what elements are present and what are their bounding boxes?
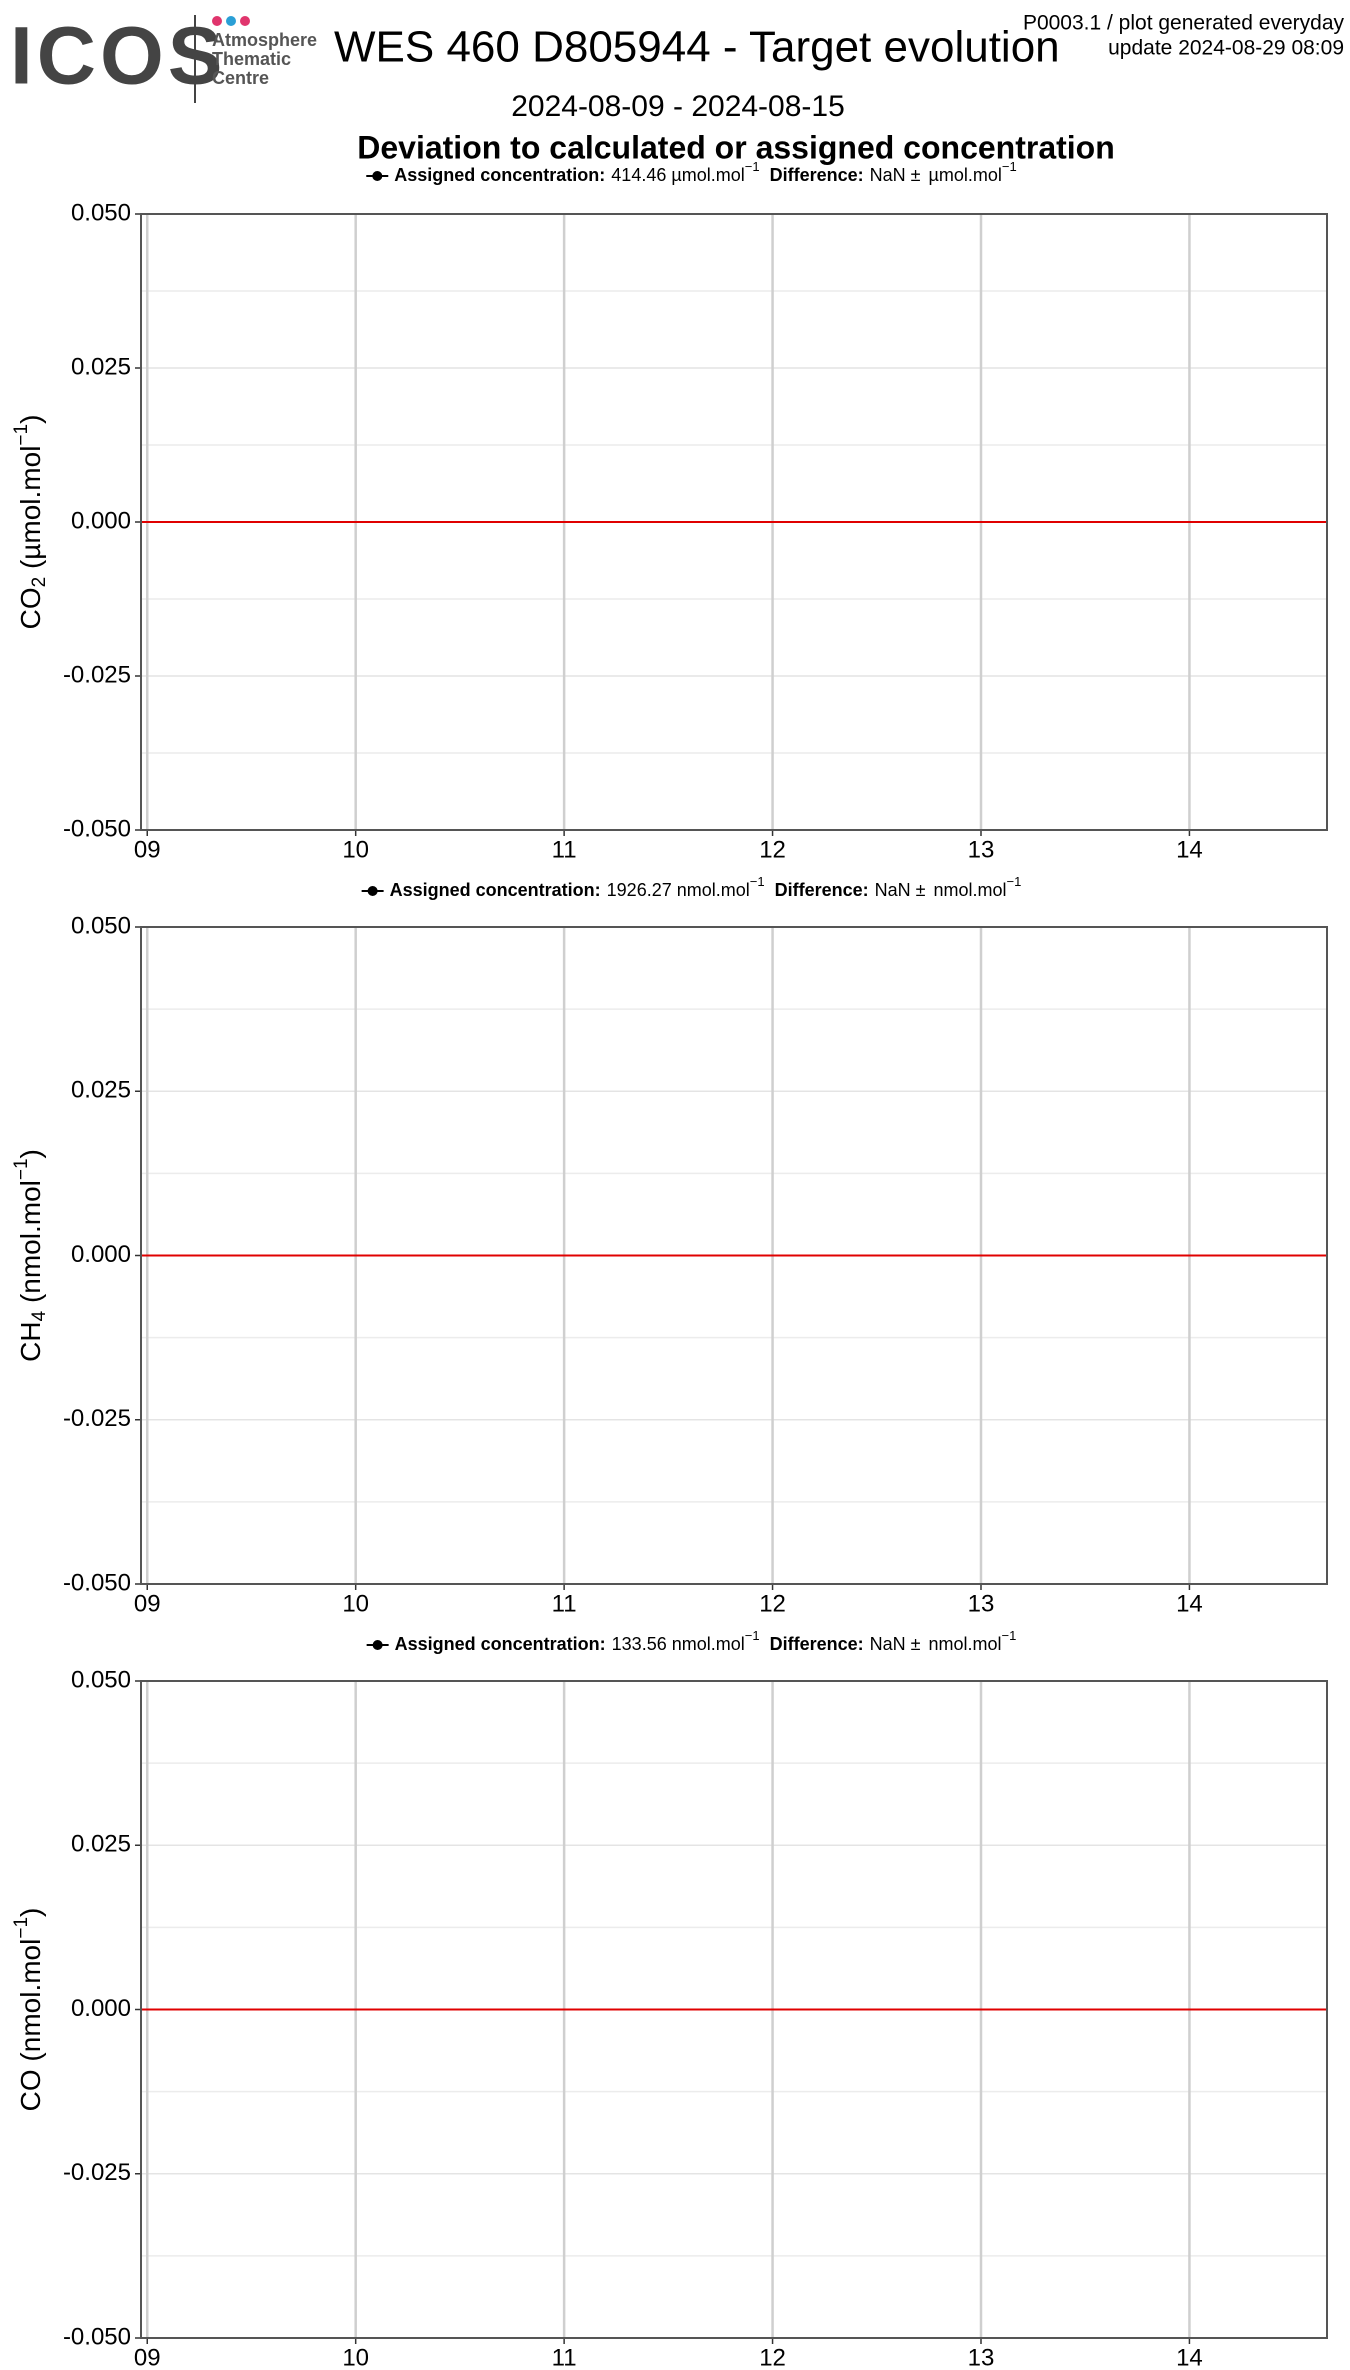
legend-unit: nmol.mol bbox=[677, 880, 750, 900]
legend-diff-value: NaN ± bbox=[870, 1634, 921, 1654]
legend-key-dot bbox=[372, 171, 383, 181]
legend-exponent: −1 bbox=[745, 159, 760, 174]
y-tick-label: 0.050 bbox=[71, 199, 131, 226]
y-tick-label: -0.025 bbox=[63, 1405, 131, 1432]
y-tick-label: 0.025 bbox=[71, 1831, 131, 1858]
y-label-sub: 2 bbox=[29, 577, 50, 588]
y-tick-label: 0.050 bbox=[71, 912, 131, 939]
y-tick-label: 0.025 bbox=[71, 353, 131, 380]
x-tick-label: 09 bbox=[134, 1590, 161, 1617]
y-label-species: CO bbox=[15, 2069, 46, 2111]
y-tick-label: 0.000 bbox=[71, 507, 131, 534]
y-tick-label: -0.025 bbox=[63, 2159, 131, 2186]
x-tick-label: 11 bbox=[552, 2344, 577, 2370]
logo-dot bbox=[240, 16, 250, 26]
y-tick-label: -0.050 bbox=[63, 815, 131, 842]
y-tick-label: -0.050 bbox=[63, 1569, 131, 1596]
y-label-species: CO bbox=[15, 587, 46, 629]
legend-label: Assigned concentration: bbox=[390, 880, 601, 900]
y-tick-label: 0.050 bbox=[71, 1666, 131, 1693]
y-label-unit: (nmol.mol bbox=[15, 1180, 46, 1311]
logo-line: Thematic bbox=[212, 49, 291, 69]
legend-diff-unit: nmol.mol bbox=[929, 1634, 1002, 1654]
note: P0003.1 / plot generated everyday bbox=[1023, 12, 1345, 35]
x-tick-label: 12 bbox=[759, 2344, 786, 2370]
title: WES 460 D805944 - Target evolution bbox=[334, 23, 1060, 72]
legend-exponent: −1 bbox=[745, 1628, 760, 1643]
period: 2024-08-09 - 2024-08-15 bbox=[511, 90, 845, 123]
y-axis-label: CO (nmol.mol−1) bbox=[11, 1908, 46, 2112]
y-label-unit: (nmol.mol bbox=[15, 1939, 46, 2070]
y-tick-label: -0.050 bbox=[63, 2323, 131, 2350]
plot-border bbox=[140, 1680, 1328, 2339]
y-label-sub: 4 bbox=[29, 1310, 50, 1321]
legend-value: 414.46 bbox=[611, 165, 666, 185]
x-tick-label: 13 bbox=[968, 836, 995, 863]
legend-key-dot bbox=[372, 1640, 383, 1650]
y-label-species: CH bbox=[15, 1321, 46, 1361]
y-tick-label: 0.025 bbox=[71, 1077, 131, 1104]
legend-exponent: −1 bbox=[750, 874, 765, 889]
x-tick-label: 11 bbox=[552, 1590, 577, 1617]
logo-line: Centre bbox=[212, 68, 269, 88]
y-label-sup: −1 bbox=[11, 1158, 32, 1180]
note: update 2024-08-29 08:09 bbox=[1108, 37, 1344, 60]
legend-key-dot bbox=[367, 886, 378, 896]
x-tick-label: 13 bbox=[968, 1590, 995, 1617]
y-label-sup: −1 bbox=[11, 1917, 32, 1939]
x-tick-label: 09 bbox=[134, 836, 161, 863]
plot-border bbox=[140, 926, 1328, 1585]
legend-diff-exponent: −1 bbox=[1002, 1628, 1017, 1643]
y-label-close: ) bbox=[15, 1149, 46, 1158]
legend-diff-label: Difference: bbox=[775, 880, 869, 900]
y-tick-label: -0.025 bbox=[63, 661, 131, 688]
legend-diff-exponent: −1 bbox=[1002, 159, 1017, 174]
y-label-sup: −1 bbox=[11, 424, 32, 446]
x-tick-label: 10 bbox=[342, 2344, 369, 2370]
x-tick-label: 12 bbox=[759, 836, 786, 863]
y-label-close: ) bbox=[15, 1908, 46, 1917]
x-tick-label: 14 bbox=[1176, 836, 1203, 863]
legend-label: Assigned concentration: bbox=[394, 165, 605, 185]
y-label-unit: (µmol.mol bbox=[15, 446, 46, 577]
logo: ICOS bbox=[10, 11, 226, 102]
y-tick-label: 0.000 bbox=[71, 1995, 131, 2022]
legend-text: Assigned concentration: 414.46 µmol.mol−1 D… bbox=[394, 159, 1016, 184]
legend-text: Assigned concentration: 1926.27 nmol.mol−1… bbox=[390, 874, 1022, 899]
logo-line: Atmosphere bbox=[212, 30, 317, 50]
legend-diff-label: Difference: bbox=[770, 1634, 864, 1654]
legend-unit: µmol.mol bbox=[671, 165, 744, 185]
legend-value: 1926.27 bbox=[607, 880, 672, 900]
legend-diff-unit: µmol.mol bbox=[929, 165, 1002, 185]
legend-diff-unit: nmol.mol bbox=[934, 880, 1007, 900]
legend-diff-exponent: −1 bbox=[1007, 874, 1022, 889]
y-label-close: ) bbox=[15, 415, 46, 424]
y-tick-label: 0.000 bbox=[71, 1241, 131, 1268]
legend-unit: nmol.mol bbox=[672, 1634, 745, 1654]
legend-diff-label: Difference: bbox=[770, 165, 864, 185]
x-tick-label: 12 bbox=[759, 1590, 786, 1617]
x-tick-label: 10 bbox=[342, 836, 369, 863]
x-tick-label: 10 bbox=[342, 1590, 369, 1617]
legend-value: 133.56 bbox=[612, 1634, 667, 1654]
legend-text: Assigned concentration: 133.56 nmol.mol−1 D… bbox=[395, 1628, 1017, 1653]
logo-dot bbox=[212, 16, 222, 26]
x-tick-label: 11 bbox=[552, 836, 577, 863]
x-tick-label: 14 bbox=[1176, 1590, 1203, 1617]
x-tick-label: 13 bbox=[968, 2344, 995, 2370]
legend-diff-value: NaN ± bbox=[875, 880, 926, 900]
legend-diff-value: NaN ± bbox=[870, 165, 921, 185]
logo-dot bbox=[226, 16, 236, 26]
heading: Deviation to calculated or assigned conc… bbox=[357, 129, 1115, 165]
plot-border bbox=[140, 213, 1328, 831]
x-tick-label: 14 bbox=[1176, 2344, 1203, 2370]
legend-label: Assigned concentration: bbox=[395, 1634, 606, 1654]
y-axis-label: CH4 (nmol.mol−1) bbox=[11, 1149, 50, 1362]
y-axis-label: CO2 (µmol.mol−1) bbox=[11, 415, 50, 630]
x-tick-label: 09 bbox=[134, 2344, 161, 2370]
